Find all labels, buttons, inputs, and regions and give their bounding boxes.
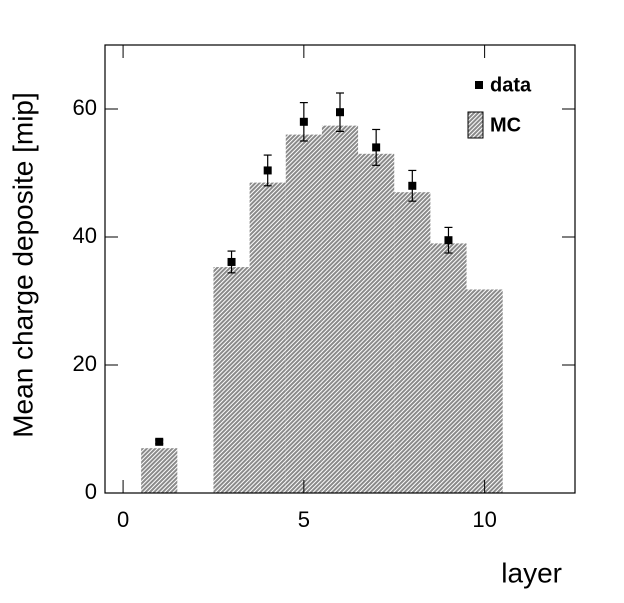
legend-swatch (467, 111, 484, 139)
legend-label: MC (490, 114, 521, 136)
x-axis-label: layer (501, 557, 562, 588)
plot-frame (104, 44, 576, 494)
data-point (408, 181, 417, 190)
mc-bar (466, 289, 503, 493)
x-tick-label: 10 (472, 507, 496, 532)
data-point (155, 437, 164, 446)
mc-bar (249, 182, 286, 493)
data-point (336, 108, 344, 117)
y-tick-label: 40 (73, 223, 97, 248)
mc-bar (213, 267, 250, 493)
data-point (263, 166, 272, 175)
data-point (372, 143, 381, 152)
data-point (444, 236, 453, 245)
mc-bar (430, 243, 467, 493)
mc-bar (285, 134, 322, 493)
mc-bar (358, 153, 395, 494)
mc-bar (141, 448, 178, 493)
x-tick-label: 5 (298, 507, 310, 532)
y-tick-label: 60 (73, 95, 97, 120)
y-axis-label: Mean charge deposite [mip] (7, 92, 38, 438)
legend-label: data (490, 74, 532, 96)
x-tick-label: 0 (117, 507, 129, 532)
legend-marker (475, 81, 483, 89)
y-tick-label: 0 (85, 479, 97, 504)
data-point (227, 257, 236, 266)
mc-bar (321, 125, 359, 493)
y-tick-label: 20 (73, 351, 97, 376)
data-point (299, 117, 308, 126)
mc-bar (394, 192, 431, 493)
